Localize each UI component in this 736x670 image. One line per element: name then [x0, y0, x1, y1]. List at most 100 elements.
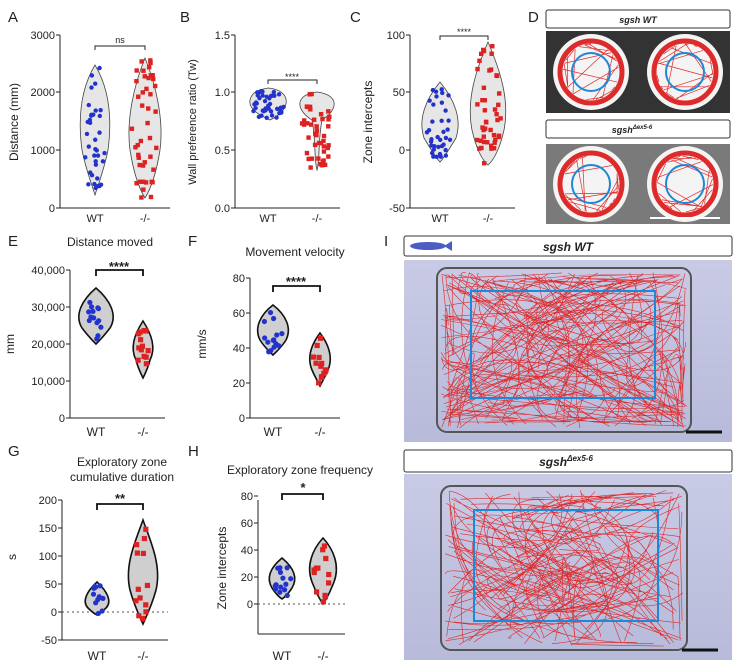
- data-point: [325, 145, 330, 151]
- data-point: [437, 151, 443, 157]
- data-point: [86, 317, 92, 324]
- data-point: [272, 583, 278, 589]
- panel-e-ytick: 0: [59, 413, 65, 425]
- data-point: [86, 144, 91, 149]
- panel-letter-a: A: [8, 9, 18, 26]
- data-point: [136, 152, 141, 158]
- data-point: [316, 354, 322, 361]
- data-point: [441, 129, 446, 135]
- data-point: [255, 93, 260, 98]
- panel-c-ytick: 100: [387, 30, 405, 42]
- data-point: [443, 153, 449, 158]
- data-point: [136, 155, 141, 160]
- panel-letter-d: D: [528, 9, 539, 26]
- data-point: [98, 182, 104, 187]
- data-point: [260, 89, 265, 94]
- data-point: [91, 112, 96, 117]
- panel-e-ytick: 40,000: [31, 265, 65, 277]
- data-point: [322, 592, 328, 598]
- panel-b-ytick: 1.0: [215, 87, 230, 99]
- data-point: [447, 137, 453, 143]
- data-point: [282, 587, 288, 593]
- data-point: [134, 550, 140, 556]
- data-point: [317, 335, 324, 341]
- panel-f-ytick: 20: [233, 378, 245, 390]
- data-point: [144, 582, 151, 589]
- data-point: [481, 48, 487, 54]
- panel-a-ytick: 0: [49, 203, 55, 215]
- data-point: [97, 583, 103, 589]
- data-point: [490, 43, 495, 49]
- data-point: [429, 150, 435, 156]
- panel-e: E Distance moved mm 0 10,000 20,000 30,0…: [3, 233, 165, 439]
- data-point: [93, 137, 98, 142]
- data-point: [475, 66, 480, 72]
- panel-b-ytick: 0.5: [215, 145, 230, 157]
- data-point: [288, 576, 294, 582]
- data-point: [321, 370, 327, 377]
- data-point: [268, 109, 274, 114]
- data-point: [491, 132, 497, 138]
- data-point: [98, 324, 104, 330]
- data-point: [283, 581, 289, 587]
- data-point: [489, 51, 494, 56]
- data-point: [96, 594, 102, 600]
- data-point: [143, 609, 149, 615]
- data-point: [496, 102, 501, 108]
- panel-g-xtick: -/-: [137, 649, 148, 663]
- data-point: [143, 180, 149, 185]
- data-point: [91, 585, 97, 591]
- panel-letter-i: I: [384, 233, 388, 250]
- data-point: [491, 145, 497, 151]
- data-point: [438, 137, 443, 143]
- panel-b-ytick: 0.0: [215, 203, 230, 215]
- data-point: [314, 342, 320, 349]
- data-point: [149, 179, 154, 185]
- data-point: [474, 137, 480, 143]
- data-point: [489, 143, 494, 148]
- data-point: [83, 155, 88, 160]
- data-point: [95, 333, 101, 339]
- panel-letter-b: B: [180, 9, 190, 26]
- data-point: [441, 142, 446, 147]
- data-point: [86, 182, 91, 187]
- data-point: [139, 59, 144, 64]
- data-point: [95, 306, 102, 312]
- panel-c: C Zone intercepts -50 0 50 100 **** WT -…: [350, 9, 515, 225]
- data-point: [479, 145, 484, 151]
- data-point: [139, 195, 144, 200]
- data-point: [477, 58, 482, 64]
- data-point: [274, 106, 280, 112]
- panel-a-ylabel: Distance (mm): [7, 83, 21, 161]
- data-point: [98, 107, 103, 113]
- data-point: [137, 162, 142, 168]
- data-point: [134, 68, 139, 73]
- data-point: [481, 161, 487, 166]
- data-point: [89, 172, 95, 178]
- data-point: [326, 117, 331, 122]
- panel-h-xtick: -/-: [317, 649, 328, 663]
- data-point: [304, 150, 310, 156]
- data-point: [93, 146, 98, 152]
- panel-e-xtick: -/-: [137, 425, 148, 439]
- data-point: [147, 135, 153, 141]
- data-point: [95, 176, 100, 181]
- data-point: [251, 108, 256, 114]
- data-point: [146, 65, 152, 70]
- data-point: [312, 131, 318, 136]
- data-point: [266, 103, 271, 108]
- data-point: [140, 90, 145, 95]
- panel-e-ytick: 30,000: [31, 302, 65, 314]
- data-point: [277, 569, 284, 575]
- panel-g-ytick: 200: [39, 495, 57, 507]
- data-point: [434, 154, 439, 159]
- data-point: [321, 543, 328, 549]
- panel-c-ylabel: Zone intercepts: [361, 81, 375, 164]
- data-point: [139, 343, 146, 349]
- data-point: [135, 357, 141, 363]
- data-point: [136, 94, 141, 99]
- panel-c-ytick: 0: [399, 145, 405, 157]
- data-point: [306, 156, 311, 162]
- data-point: [309, 156, 315, 161]
